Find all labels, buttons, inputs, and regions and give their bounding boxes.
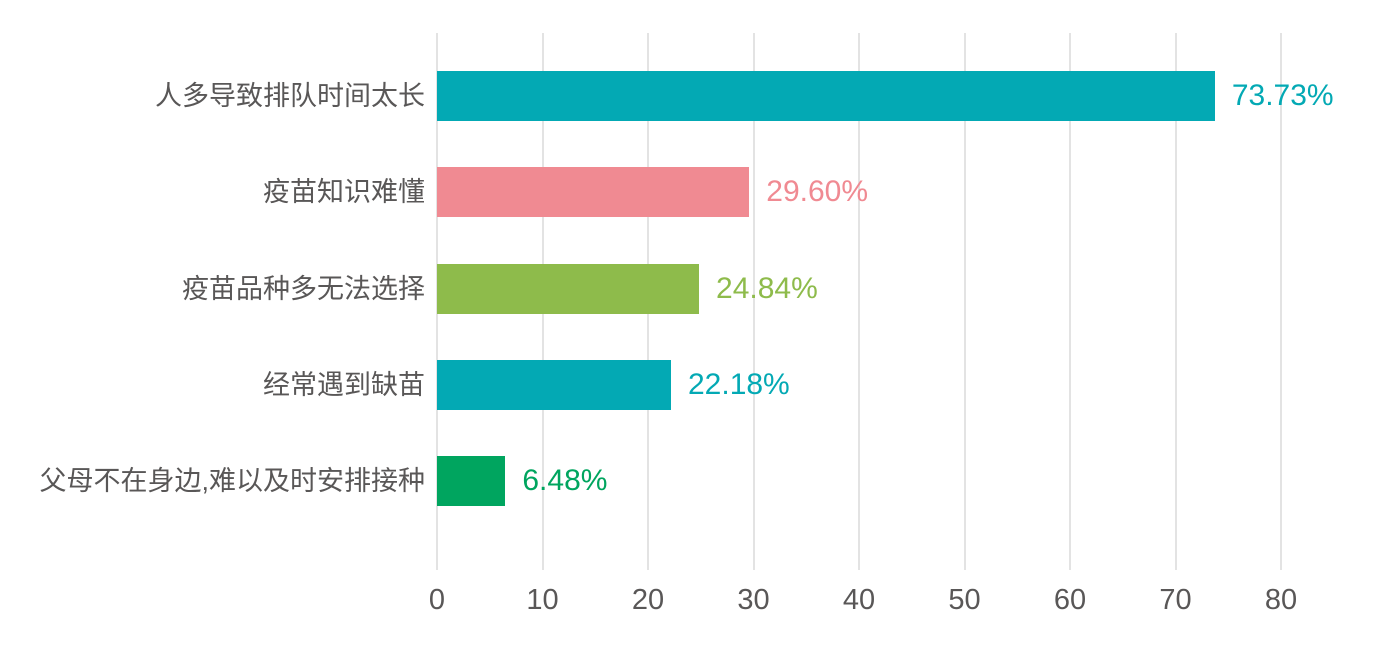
- value-label: 29.60%: [766, 175, 869, 209]
- bar: [437, 456, 506, 507]
- category-label: 人多导致排队时间太长: [155, 81, 425, 111]
- gridline: [1069, 33, 1071, 570]
- x-tick-label: 80: [1264, 584, 1298, 616]
- value-label: 73.73%: [1231, 79, 1334, 112]
- bar: [437, 359, 671, 410]
- gridline: [1280, 33, 1282, 570]
- x-tick-label: 50: [948, 584, 981, 616]
- value-label: 6.48%: [522, 464, 608, 498]
- bar: [437, 263, 700, 314]
- x-tick-label: 30: [737, 584, 770, 616]
- category-label: 疫苗知识难懂: [263, 177, 425, 208]
- bar: [437, 167, 750, 218]
- bar: [437, 71, 1215, 121]
- x-tick-label: 40: [842, 584, 876, 616]
- gridline: [963, 33, 966, 570]
- x-tick-label: 0: [428, 584, 446, 616]
- x-tick-label: 70: [1159, 584, 1192, 616]
- x-tick-label: 60: [1053, 584, 1087, 616]
- value-label: 22.18%: [687, 367, 790, 401]
- category-label: 疫苗品种多无法选择: [182, 273, 425, 304]
- value-label: 24.84%: [716, 271, 818, 305]
- category-label: 父母不在身边,难以及时安排接种: [39, 466, 425, 497]
- x-tick-label: 20: [631, 584, 665, 616]
- x-tick-label: 10: [526, 584, 559, 616]
- gridline: [858, 33, 860, 570]
- category-label: 经常遇到缺苗: [263, 369, 425, 400]
- gridline: [1174, 33, 1177, 570]
- gridline: [752, 33, 755, 570]
